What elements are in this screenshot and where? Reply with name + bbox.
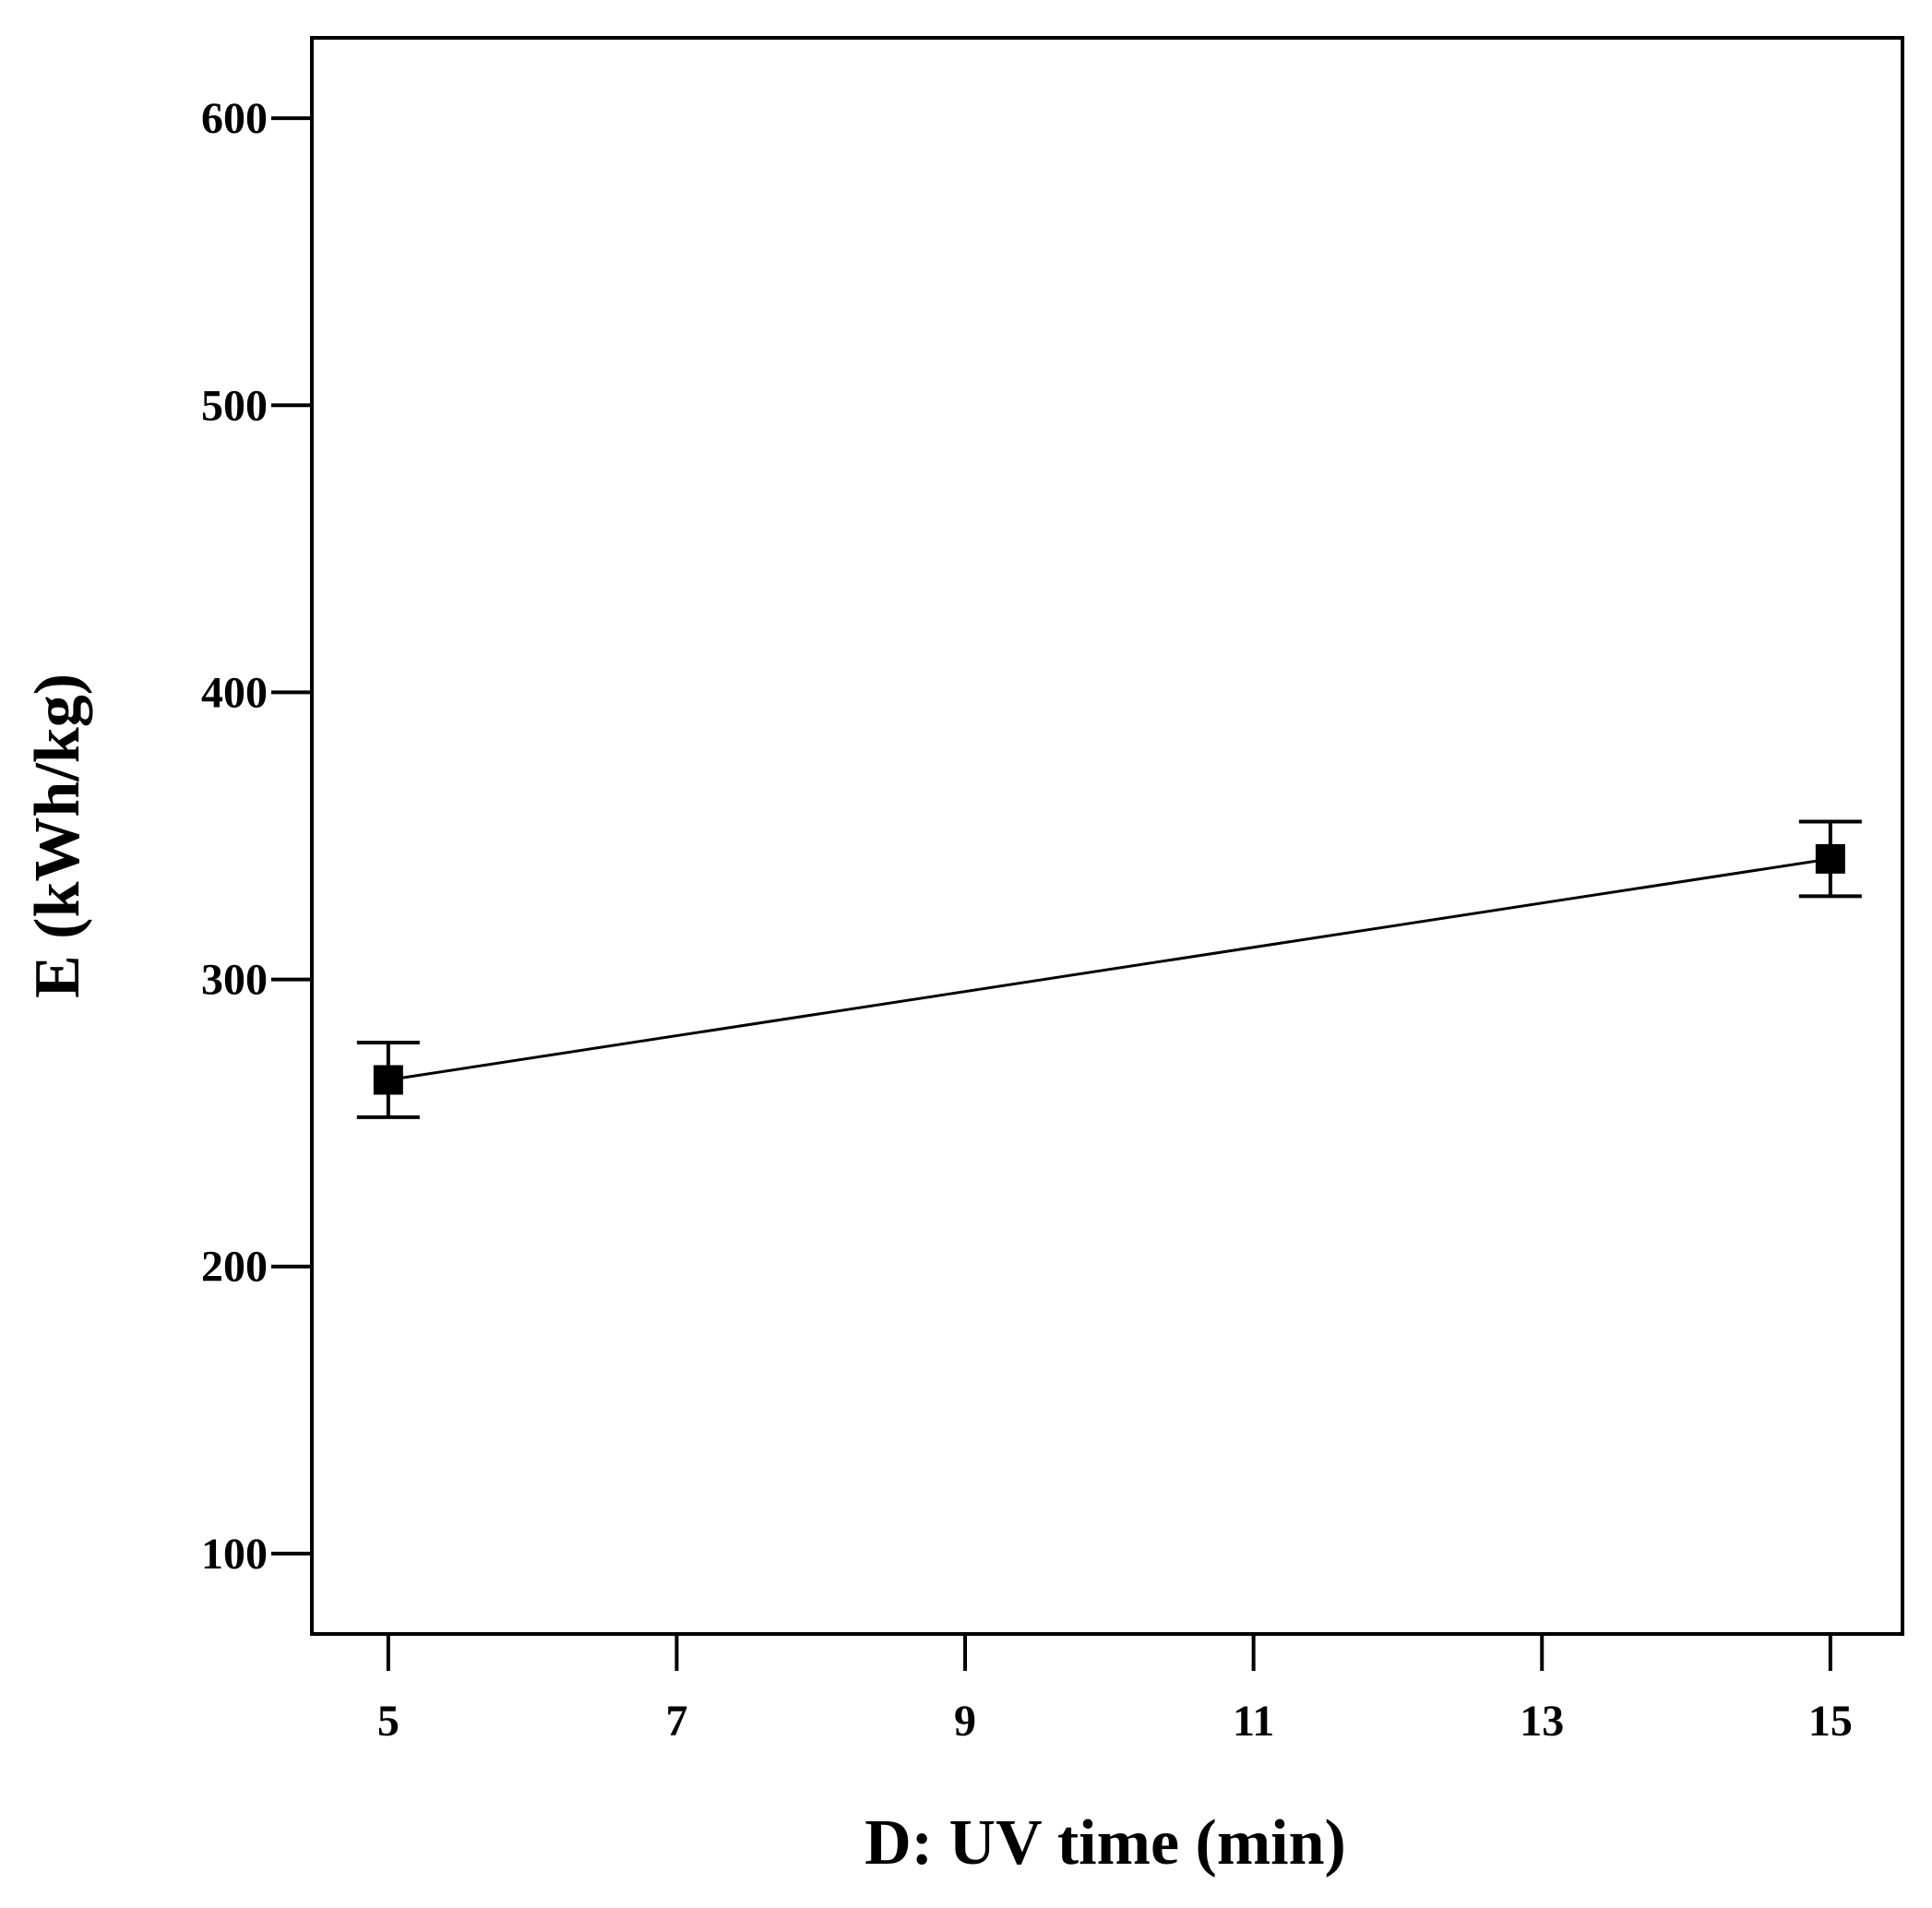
x-axis-ticks: 5 7 9 11 13 15 (377, 1634, 1853, 1746)
y-tick-label: 500 (201, 381, 268, 430)
data-point (373, 1065, 403, 1095)
series-line (388, 857, 1831, 1081)
x-tick-label: 11 (1233, 1697, 1274, 1746)
y-tick-label: 300 (201, 956, 268, 1005)
x-tick-label: 9 (954, 1697, 976, 1746)
data-point (1815, 843, 1845, 874)
x-tick-label: 5 (377, 1697, 400, 1746)
x-tick-label: 7 (665, 1697, 687, 1746)
plot-frame (310, 36, 1904, 1636)
y-tick-label: 600 (201, 94, 268, 143)
y-tick-label: 100 (201, 1530, 268, 1579)
x-axis-title: D: UV time (min) (865, 1807, 1346, 1878)
x-tick-label: 13 (1520, 1697, 1564, 1746)
x-tick-label: 15 (1808, 1697, 1853, 1746)
y-axis-title: E (kWh/kg) (22, 674, 93, 998)
y-tick-label: 200 (201, 1243, 268, 1292)
series-group (356, 819, 1862, 1119)
y-axis-ticks: 100 200 300 400 500 600 (201, 94, 312, 1579)
y-tick-label: 400 (201, 668, 268, 717)
